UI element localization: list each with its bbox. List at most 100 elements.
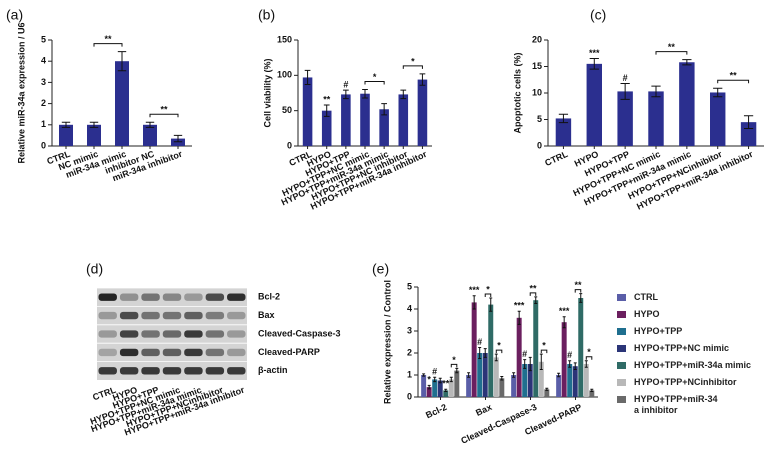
significance: ***	[469, 285, 480, 295]
panel-label: (e)	[372, 261, 389, 277]
error-bar	[500, 376, 504, 381]
error-bar	[534, 296, 538, 304]
error-bar	[562, 316, 566, 329]
blot-band	[141, 293, 160, 301]
error-bar	[539, 353, 543, 370]
bar	[448, 379, 454, 397]
y-tick-label: 0	[287, 140, 292, 150]
legend-swatch	[617, 379, 626, 386]
y-axis-label: Relative miR-34a expression / U6	[16, 22, 26, 163]
significance: *	[542, 340, 546, 350]
error-bar	[682, 59, 692, 66]
legend-label: HYPO+TPP+NC mimic	[634, 343, 730, 353]
legend-swatch	[617, 294, 626, 301]
error-bar	[362, 88, 368, 99]
bar	[522, 364, 528, 397]
error-bar	[557, 372, 561, 378]
blot-band	[162, 311, 182, 320]
error-bar	[568, 360, 572, 368]
y-tick-label: 1	[407, 369, 412, 379]
significance-bracket	[529, 292, 537, 296]
error-bar	[584, 360, 588, 368]
significance: ***	[514, 301, 525, 311]
y-tick-label: 1	[41, 119, 46, 129]
bar	[143, 124, 157, 146]
significance: **	[668, 42, 676, 52]
error-bar	[489, 297, 493, 312]
error-bar	[651, 85, 661, 98]
blot-band	[98, 367, 117, 375]
legend-item: HYPO+TPP+miR-34 a inhibitor	[617, 394, 751, 416]
blot-band	[162, 348, 182, 357]
bar	[710, 92, 726, 146]
blot-band	[162, 293, 182, 301]
significance: *	[373, 72, 377, 82]
error-bar	[419, 73, 426, 86]
error-bar	[528, 356, 532, 372]
blot-band	[141, 330, 160, 338]
bar	[87, 124, 101, 146]
error-bar	[472, 295, 476, 310]
panel-label: (a)	[6, 7, 23, 23]
error-bar	[61, 121, 71, 128]
x-tick-label: CTRL	[543, 149, 569, 168]
y-tick-label: 2	[41, 98, 46, 108]
y-axis-label: Relative expression / Control	[382, 280, 392, 404]
bar	[556, 375, 562, 397]
y-tick-label: 50	[282, 105, 292, 115]
legend-swatch	[617, 345, 626, 352]
bar	[432, 379, 438, 397]
significance: *	[486, 284, 490, 294]
y-tick-label: 5	[407, 281, 412, 291]
significance-bracket	[450, 363, 458, 368]
bar	[561, 322, 567, 397]
legend-swatch	[617, 311, 626, 318]
bar	[617, 91, 633, 146]
significance: **	[442, 379, 450, 389]
significance-bracket	[585, 356, 593, 360]
blot-band	[162, 367, 182, 375]
bar	[572, 366, 578, 397]
bar	[454, 370, 460, 397]
bar	[360, 93, 370, 146]
error-bar	[427, 384, 431, 390]
legend-label: HYPO+TPP+NCinhibitor	[634, 377, 737, 387]
bar	[443, 390, 449, 397]
error-bar	[494, 353, 498, 362]
y-tick-label: 3	[407, 325, 412, 335]
blot-band	[227, 348, 246, 357]
bar	[477, 353, 483, 397]
significance: #	[623, 73, 628, 83]
blot-band	[205, 293, 225, 301]
blot-band	[98, 330, 117, 338]
panel-label: (d)	[86, 261, 103, 277]
error-bar	[304, 69, 311, 86]
y-tick-label: 5	[41, 34, 46, 44]
legend-item: HYPO+TPP+miR-34a mimic	[617, 360, 751, 371]
error-bar	[173, 134, 183, 143]
error-bar	[444, 388, 448, 392]
legend-label: CTRL	[634, 292, 658, 302]
bar	[499, 378, 505, 397]
blot-band	[227, 330, 246, 338]
panel-label: (b)	[258, 7, 275, 23]
significance: #	[522, 349, 527, 359]
blot-band	[227, 311, 246, 320]
bar	[516, 317, 522, 397]
bar	[511, 375, 517, 397]
y-tick-label: 10	[532, 87, 542, 97]
y-axis-label: Apoptotic cells (%)	[512, 52, 522, 133]
significance: **	[323, 94, 331, 104]
error-bar	[89, 121, 99, 128]
significance: #	[567, 350, 572, 360]
bar	[527, 364, 533, 397]
bar	[341, 94, 351, 146]
bar	[426, 387, 432, 397]
error-bar	[523, 359, 527, 369]
significance-bracket	[93, 43, 123, 47]
error-bar	[589, 58, 599, 70]
significance: *	[427, 375, 431, 385]
significance: **	[529, 283, 537, 293]
blot-band	[227, 367, 246, 375]
